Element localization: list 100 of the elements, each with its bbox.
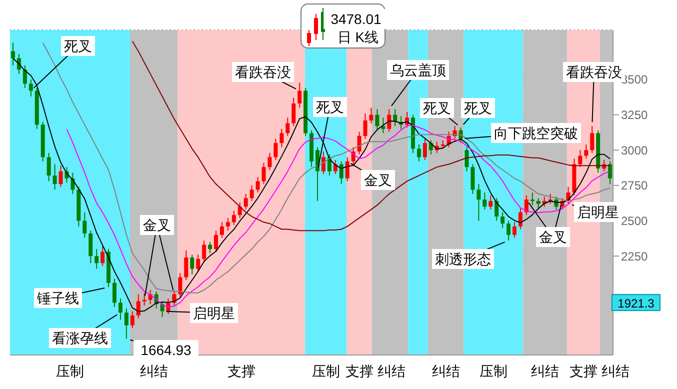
text: 3478.01 (330, 11, 382, 27)
y-tick-label: 3250 (621, 108, 648, 122)
candlestick (369, 107, 374, 124)
candlestick (494, 198, 499, 222)
text: 压制 (479, 363, 508, 379)
candlestick (196, 254, 200, 272)
candlestick (220, 222, 224, 238)
candlestick (82, 212, 87, 238)
candlestick (286, 117, 290, 136)
text: 1921.3 (618, 296, 655, 311)
annotation: 锤子线 (36, 290, 79, 306)
annotation: 1664.93 (140, 342, 192, 358)
annotation: 死叉 (316, 99, 344, 115)
annotation: 刺透形态 (435, 251, 491, 267)
y-tick-label: 2750 (621, 178, 648, 193)
candlestick (357, 131, 362, 155)
candlestick (530, 192, 534, 206)
candlestick (274, 138, 278, 160)
candlestick (608, 160, 612, 185)
candlestick (184, 250, 188, 281)
candlestick (482, 192, 487, 210)
candlestick (476, 184, 481, 222)
candlestick (464, 146, 469, 172)
candlestick (124, 308, 128, 340)
candlestick (488, 194, 493, 210)
candlestick (518, 208, 522, 230)
candlestick (190, 254, 194, 275)
annotation: 死叉 (464, 100, 492, 116)
candlestick (22, 64, 27, 88)
text: 纠结 (140, 363, 168, 379)
candlestick (250, 184, 254, 202)
candlestick (339, 160, 344, 185)
candlestick (422, 138, 427, 160)
annotation: 启明星 (193, 305, 235, 321)
annotation: 乌云盖顶 (390, 62, 446, 78)
text: 纠结 (432, 363, 460, 379)
candlestick (232, 210, 236, 226)
candlestick (130, 310, 134, 329)
candlestick (292, 97, 296, 127)
candlestick (142, 292, 146, 306)
candlestick (58, 165, 63, 188)
candlestick (208, 241, 212, 254)
candlestick (52, 164, 57, 190)
annotation: 金叉 (364, 172, 392, 188)
candlestick (262, 162, 266, 185)
candlestick (268, 152, 272, 170)
candlestick (578, 150, 582, 168)
annotation: 死叉 (423, 100, 451, 116)
candlestick (470, 164, 475, 194)
candlestick (136, 294, 140, 319)
text: 支撑 (569, 363, 598, 379)
candlestick (536, 198, 540, 209)
candlestick (226, 217, 230, 232)
candlestick (112, 278, 116, 308)
text: 压制 (312, 363, 340, 379)
candlestick (88, 230, 93, 264)
annotation: 看涨孕线 (52, 330, 108, 346)
candlestick (416, 144, 421, 162)
candlestick (11, 42, 15, 66)
y-tick-label: 3000 (621, 143, 648, 158)
annotation: 看跌吞没 (235, 64, 291, 80)
annotation: 看跌吞没 (566, 64, 622, 80)
candlestick (590, 126, 594, 154)
candlestick (375, 108, 380, 131)
chart-title: 日 K线 (337, 29, 379, 45)
candlestick (202, 240, 206, 262)
candlestick (214, 230, 218, 252)
annotation: 金叉 (539, 229, 567, 245)
candlestick (280, 128, 284, 148)
candlestick (321, 151, 326, 175)
candlestick (506, 220, 511, 242)
text: 支撑 (227, 363, 256, 379)
candlestick (100, 246, 105, 266)
y-tick-label: 2250 (621, 249, 648, 264)
candlestick (524, 194, 528, 216)
candlestick (46, 152, 51, 182)
candlestick (512, 222, 517, 238)
text: 纠结 (530, 363, 559, 379)
annotation: 死叉 (64, 38, 92, 54)
candlestick (387, 108, 392, 132)
candlestick (94, 248, 99, 270)
candlestick (500, 212, 505, 228)
text: 纠结 (377, 363, 406, 379)
candlestick (178, 272, 182, 298)
candlestick (584, 144, 588, 160)
candlestick (381, 117, 386, 134)
text: 支撑 (345, 363, 374, 379)
candlestick (363, 112, 368, 140)
y-tick-label: 2500 (621, 214, 648, 228)
annotation: 启明星 (577, 204, 619, 220)
candlestick (298, 82, 302, 108)
text: 纠结 (601, 363, 630, 379)
annotation: 金叉 (143, 217, 171, 233)
text: 压制 (56, 363, 84, 379)
candlestick (118, 298, 122, 320)
candlestick (238, 202, 242, 218)
candlestick (28, 78, 33, 97)
candlestick (256, 176, 260, 193)
annotation: 向下跳空突破 (494, 125, 578, 141)
candlestick (333, 160, 338, 175)
